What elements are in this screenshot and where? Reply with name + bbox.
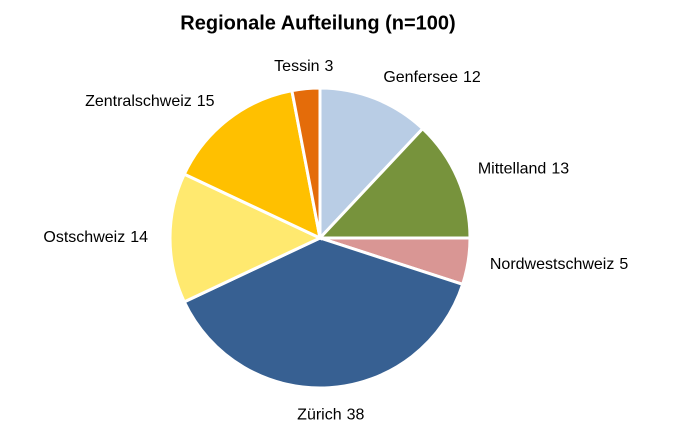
slice-label: Nordwestschweiz 5 (490, 256, 628, 273)
pie-slice (290, 86, 322, 239)
slice-label: Genfersee 12 (383, 69, 481, 86)
pie-slice (168, 172, 324, 304)
slice-label: Zürich 38 (297, 407, 364, 421)
value-label: 5 (619, 256, 628, 273)
value-label: 14 (130, 229, 148, 246)
pie-slice (182, 236, 465, 390)
pie-slice (182, 88, 323, 241)
value-label: 15 (197, 93, 215, 110)
category-label: Tessin (274, 58, 319, 75)
chart-title: Regionale Aufteilung (n=100) (180, 12, 455, 34)
value-label: 3 (325, 58, 334, 75)
value-label: 13 (551, 161, 569, 178)
value-label: 12 (463, 69, 481, 86)
category-label: Ostschweiz (43, 229, 125, 246)
slice-label: Mittelland 13 (478, 161, 569, 178)
slice-label: Zentralschweiz 15 (85, 93, 215, 110)
pie-slice (318, 86, 425, 242)
category-label: Nordwestschweiz (490, 256, 614, 273)
category-label: Mittelland (478, 161, 546, 178)
category-label: Genfersee (383, 69, 458, 86)
value-label: 38 (347, 407, 365, 421)
slice-label: Ostschweiz 14 (43, 229, 148, 246)
category-label: Zentralschweiz (85, 93, 192, 110)
pie-slice (316, 126, 472, 240)
slice-label: Tessin 3 (274, 58, 333, 75)
category-label: Zürich (297, 407, 341, 421)
